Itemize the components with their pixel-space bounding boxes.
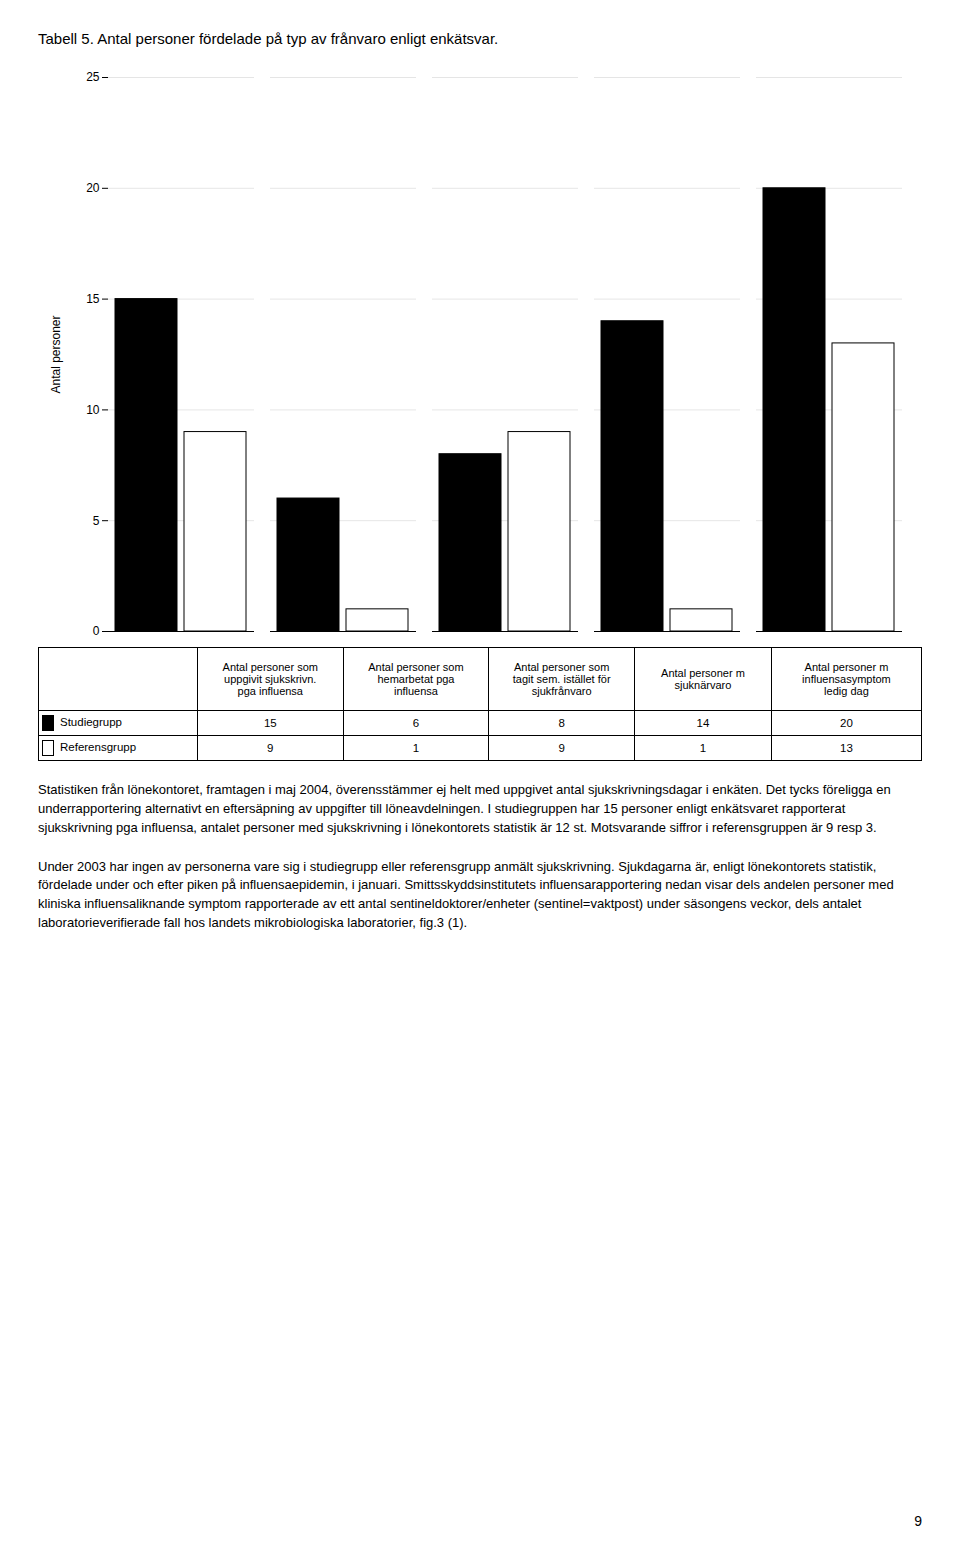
svg-text:15: 15 xyxy=(86,292,100,306)
html-text:1: 1 xyxy=(699,742,707,754)
html-text:Antal personer som uppgivit sj: Antal personer som uppgivit sjukskrivn. … xyxy=(222,661,318,697)
html-text:Referensgrupp: Referensgrupp xyxy=(60,741,137,753)
html-text:9: 9 xyxy=(914,1513,922,1529)
html-text:9: 9 xyxy=(267,742,274,754)
svg-text:25: 25 xyxy=(86,70,100,84)
html-text:Tabell 5. Antal personer förde: Tabell 5. Antal personer fördelade på ty… xyxy=(38,30,499,47)
html-text:9: 9 xyxy=(558,742,565,754)
html-text:Statistiken från lönekontoret,: Statistiken från lönekontoret, framtagen… xyxy=(38,782,891,835)
html-text:14: 14 xyxy=(696,717,710,729)
svg-text:0: 0 xyxy=(93,624,100,638)
html-text:Antal personer m sjuknärvaro: Antal personer m sjuknärvaro xyxy=(661,667,745,691)
html-text:13: 13 xyxy=(840,742,853,754)
html-text:6: 6 xyxy=(412,717,420,729)
svg-text:5: 5 xyxy=(93,514,100,528)
html-text:Studiegrupp: Studiegrupp xyxy=(60,716,122,728)
svg-text:20: 20 xyxy=(86,181,100,195)
html-text:Antal personer som hemarbetat: Antal personer som hemarbetat pga influe… xyxy=(368,661,464,697)
html-text:8: 8 xyxy=(558,717,565,729)
html-text:20: 20 xyxy=(840,717,853,729)
svg-text:10: 10 xyxy=(86,403,100,417)
html-text:1: 1 xyxy=(412,742,420,754)
html-text:15: 15 xyxy=(263,717,277,729)
html-text:Under 2003 har ingen av person: Under 2003 har ingen av personerna vare … xyxy=(38,858,894,931)
svg-text:Antal personer: Antal personer xyxy=(49,315,63,393)
html-text:Antal personer som tagit sem.: Antal personer som tagit sem. istället f… xyxy=(512,661,611,697)
html-text:Antal personer m influensasymp: Antal personer m influensasymptom ledig … xyxy=(802,661,891,697)
